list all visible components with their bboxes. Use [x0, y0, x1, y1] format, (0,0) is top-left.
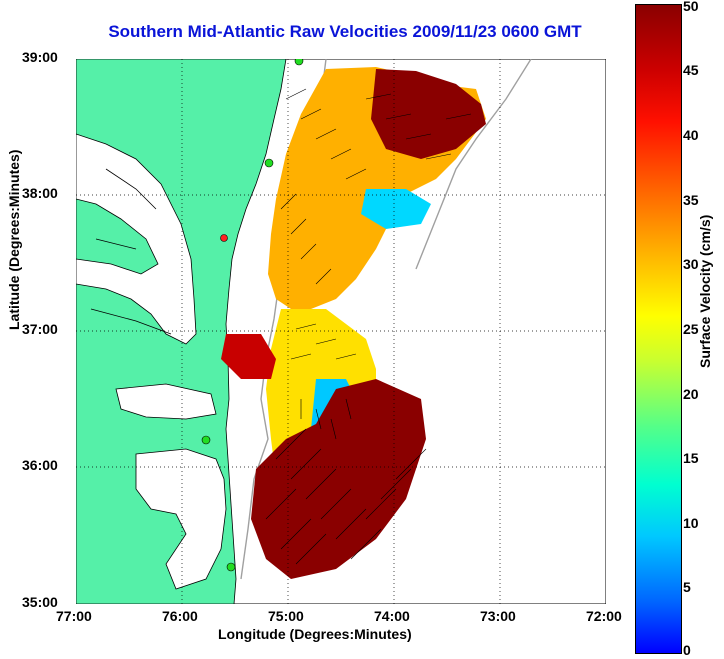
colorbar-tick: 40: [683, 127, 699, 143]
velocity-field-south-red: [251, 379, 426, 579]
ytick-label: 38:00: [22, 185, 58, 201]
albemarle-sound: [115, 383, 217, 420]
xtick-label: 72:00: [586, 608, 622, 624]
ytick-label: 36:00: [22, 457, 58, 473]
xtick-label: 73:00: [480, 608, 516, 624]
colorbar-tick: 0: [683, 642, 691, 658]
depth-contour-outer: [415, 59, 532, 270]
colorbar-label: Surface Velocity (cm/s): [697, 214, 713, 368]
ytick-label: 39:00: [22, 49, 58, 65]
ytick-label: 35:00: [22, 594, 58, 610]
velocity-field-north-blue: [361, 189, 431, 229]
velocity-arrows: [265, 88, 472, 565]
velocity-field-north-red: [371, 69, 486, 159]
grid-lines: [76, 59, 606, 604]
xtick-label: 77:00: [56, 608, 92, 624]
colorbar-tick: 5: [683, 579, 691, 595]
map-plot[interactable]: [76, 59, 606, 604]
colorbar-tick: 25: [683, 321, 699, 337]
station-marker[interactable]: [226, 562, 236, 572]
xtick-label: 75:00: [268, 608, 304, 624]
colorbar-tick: 10: [683, 515, 699, 531]
pamlico-sound: [135, 448, 227, 590]
station-marker-alt[interactable]: [220, 234, 228, 242]
ytick-label: 37:00: [22, 321, 58, 337]
station-marker[interactable]: [201, 435, 211, 445]
colorbar-tick: 30: [683, 256, 699, 272]
colorbar-tick: 35: [683, 192, 699, 208]
colorbar-tick: 20: [683, 386, 699, 402]
map-title: Southern Mid-Atlantic Raw Velocities 200…: [108, 22, 582, 41]
colorbar: [635, 4, 682, 654]
colorbar-tick: 45: [683, 62, 699, 78]
station-marker[interactable]: [264, 158, 274, 168]
velocity-field-west-red: [221, 334, 276, 379]
colorbar-tick: 15: [683, 450, 699, 466]
chesapeake-bay: [76, 133, 197, 345]
xtick-label: 76:00: [162, 608, 198, 624]
station-marker[interactable]: [294, 59, 304, 66]
x-axis-label: Longitude (Degrees:Minutes): [218, 626, 412, 642]
river: [90, 168, 172, 335]
colorbar-tick: 50: [683, 0, 699, 14]
xtick-label: 74:00: [374, 608, 410, 624]
y-axis-label: Latitude (Degrees:Minutes): [6, 149, 22, 330]
